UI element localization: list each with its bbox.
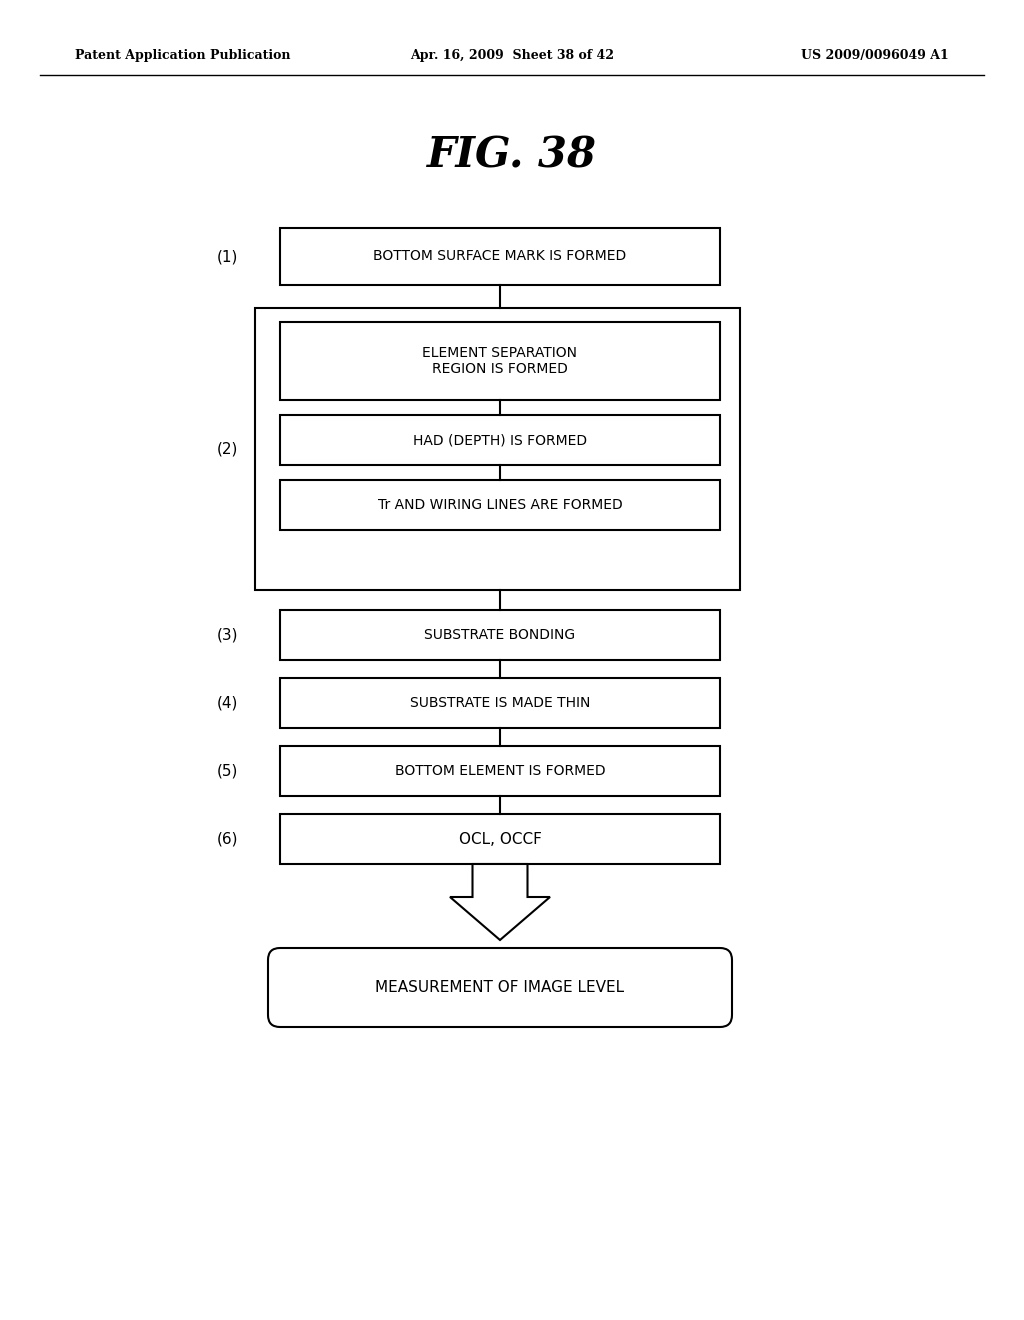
Bar (280, 610, 720, 660)
Bar (255, 308, 740, 590)
Bar (280, 678, 720, 729)
Text: SUBSTRATE IS MADE THIN: SUBSTRATE IS MADE THIN (410, 696, 590, 710)
Text: FIG. 38: FIG. 38 (427, 135, 597, 176)
Text: SUBSTRATE BONDING: SUBSTRATE BONDING (424, 628, 575, 642)
Text: Tr AND WIRING LINES ARE FORMED: Tr AND WIRING LINES ARE FORMED (378, 498, 623, 512)
Text: MEASUREMENT OF IMAGE LEVEL: MEASUREMENT OF IMAGE LEVEL (376, 979, 625, 995)
Text: (6): (6) (216, 832, 238, 846)
Text: BOTTOM ELEMENT IS FORMED: BOTTOM ELEMENT IS FORMED (394, 764, 605, 777)
Bar (280, 228, 720, 285)
Text: HAD (DEPTH) IS FORMED: HAD (DEPTH) IS FORMED (413, 433, 587, 447)
Text: (1): (1) (217, 249, 238, 264)
Text: OCL, OCCF: OCL, OCCF (459, 832, 542, 846)
Text: US 2009/0096049 A1: US 2009/0096049 A1 (801, 49, 949, 62)
Bar (280, 322, 720, 400)
Text: Patent Application Publication: Patent Application Publication (75, 49, 291, 62)
Bar (280, 746, 720, 796)
Text: BOTTOM SURFACE MARK IS FORMED: BOTTOM SURFACE MARK IS FORMED (374, 249, 627, 264)
Text: (4): (4) (217, 696, 238, 710)
Text: ELEMENT SEPARATION
REGION IS FORMED: ELEMENT SEPARATION REGION IS FORMED (423, 346, 578, 376)
Bar (280, 814, 720, 865)
Text: Apr. 16, 2009  Sheet 38 of 42: Apr. 16, 2009 Sheet 38 of 42 (410, 49, 614, 62)
Bar (280, 414, 720, 465)
Text: (3): (3) (216, 627, 238, 643)
Text: (5): (5) (217, 763, 238, 779)
Polygon shape (450, 865, 550, 940)
Bar (280, 480, 720, 531)
FancyBboxPatch shape (268, 948, 732, 1027)
Text: (2): (2) (217, 441, 238, 457)
